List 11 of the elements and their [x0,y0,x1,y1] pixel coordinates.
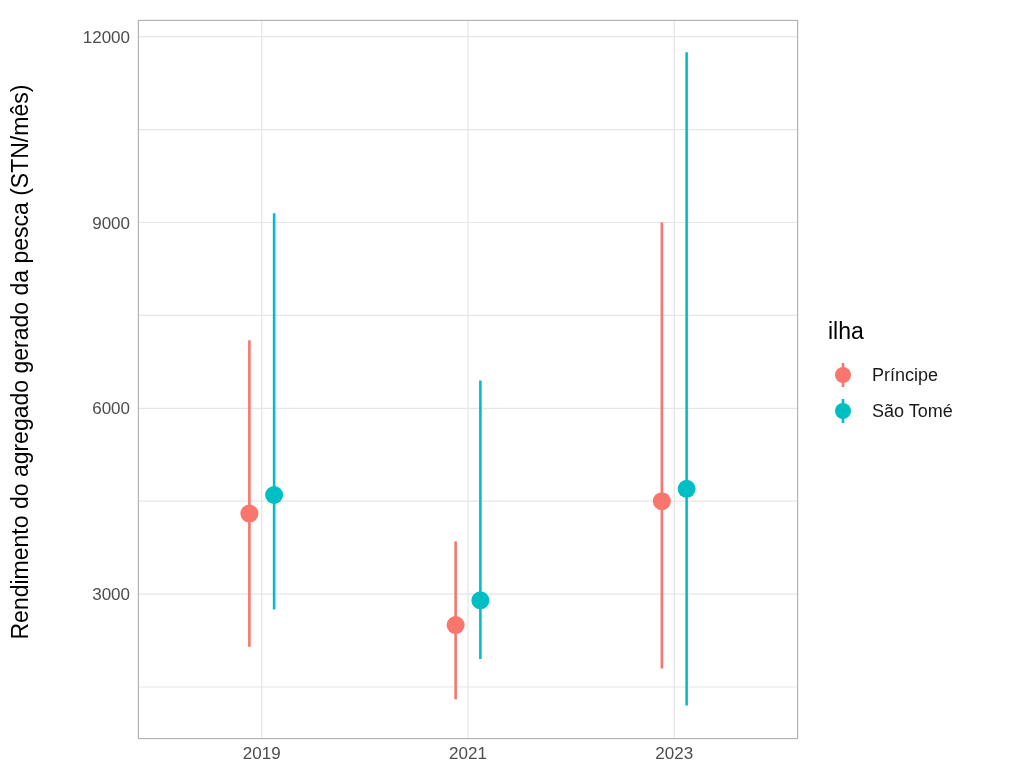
y-axis-title: Rendimento do agregado gerado da pesca (STN/mês) [7,84,34,640]
y-tick-label: 12000 [82,27,130,47]
legend-label: Príncipe [872,364,939,386]
legend-label: São Tomé [872,400,953,422]
x-tick-label: 2019 [242,744,281,764]
y-tick-label: 9000 [92,213,130,233]
y-tick-label: 3000 [92,585,130,605]
y-tick-label: 6000 [92,399,130,419]
x-tick-label: 2023 [655,744,694,764]
x-tick-label: 2021 [449,744,487,764]
legend-title: ilha [828,318,865,345]
